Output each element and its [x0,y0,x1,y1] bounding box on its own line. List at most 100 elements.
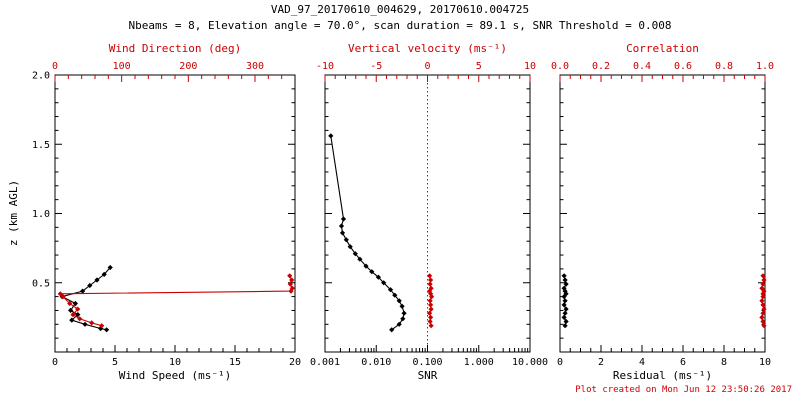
wind-speed-markers [59,264,113,333]
wind-speed-marker [80,288,86,294]
snr-profile-marker [401,310,407,316]
svg-text:100: 100 [113,61,131,72]
correlation-profile-marker [760,294,766,300]
svg-text:1.5: 1.5 [32,140,50,151]
creation-timestamp: Plot created on Mon Jun 12 23:50:26 2017 [575,385,792,395]
residual-profile-marker [561,285,567,291]
correlation-profile-marker [760,281,766,287]
vertical-velocity-marker [427,273,433,279]
wind-speed-marker [69,317,75,323]
residual-profile-marker [561,273,567,279]
wind-direction-marker [75,306,81,312]
vertical-velocity-marker [428,306,434,312]
svg-text:6: 6 [680,357,686,368]
wind-speed-marker [107,264,113,271]
residual-profile-marker [563,306,569,312]
wind-direction-marker [289,277,295,283]
residual-profile-marker [562,277,568,283]
vertical-velocity-marker [429,294,435,300]
wind-y-axis: 0.5 1.0 1.5 2.0 [32,71,295,339]
residual-profile-marker [562,288,568,294]
residual-profile-marker [563,291,569,297]
snr-profile-marker [396,321,402,327]
wind-direction-marker [70,312,76,318]
svg-text:10: 10 [169,357,181,368]
snr-profile-marker [347,244,353,250]
svg-text:10: 10 [524,61,536,72]
wind-direction-markers [57,273,295,329]
vertical-velocity-markers [427,273,435,329]
correlation-profile-marker [759,285,765,291]
wind-speed-marker [104,327,110,333]
svg-text:0.4: 0.4 [633,61,651,72]
wind-speed-marker [68,307,74,313]
residual-profile-markers [561,273,569,329]
residual-profile-marker [562,298,568,304]
svg-text:0: 0 [52,61,58,72]
svg-text:0.2: 0.2 [592,61,610,72]
correlation-profile-marker [760,302,766,308]
residual-profile-marker [561,294,567,300]
wind-speed-marker [101,271,107,277]
correlation-profile-markers [759,273,767,329]
wind-direction-series [57,273,295,329]
svg-text:0.010: 0.010 [361,357,391,368]
vertical-velocity-marker [428,277,434,283]
svg-text:200: 200 [179,61,197,72]
wind-speed-marker [94,277,100,283]
wind-direction-line [59,275,293,327]
correlation-profile-series [759,273,767,329]
residual-profile-marker [562,310,568,316]
svg-text:5: 5 [112,357,118,368]
snr-bottom-axis: 0.001 0.010 0.100 1.000 10.000 [310,345,548,368]
snr-profile-marker [387,287,394,293]
wind-speed-axis-title: Wind Speed (ms⁻¹) [118,369,232,382]
residual-profile-marker [561,314,567,320]
snr-profile-marker [396,298,402,304]
snr-profile-markers [328,133,407,333]
correlation-profile-marker [761,323,767,329]
svg-text:2.0: 2.0 [32,71,50,82]
wind-direction-marker [89,320,95,326]
correlation-profile-marker [759,298,765,304]
snr-panel: 0.001 0.010 0.100 1.000 10.000 -10 -5 0 5 10 [310,61,548,368]
vertical-velocity-marker [427,318,433,325]
wind-top-axis: 0 100 200 300 [52,61,283,82]
svg-text:1.0: 1.0 [756,61,774,72]
svg-text:10.000: 10.000 [512,357,548,368]
correlation-profile-marker [761,277,767,283]
wind-direction-axis-title: Wind Direction (deg) [108,42,242,55]
svg-text:300: 300 [246,61,264,72]
vertical-velocity-marker [428,314,434,320]
wind-direction-marker [77,316,83,322]
plot-title: VAD_97_20170610_004629, 20170610.004725 [270,3,530,16]
svg-text:2: 2 [598,357,604,368]
wind-speed-marker [87,282,93,289]
correlation-profile-marker [761,306,767,312]
snr-top-axis: -10 -5 0 5 10 [316,61,536,82]
residual-profile-marker [562,323,568,329]
vertical-velocity-marker [427,310,433,316]
residual-axis-title: Residual (ms⁻¹) [612,369,713,382]
snr-profile-marker [340,216,347,222]
svg-text:1.0: 1.0 [32,209,50,220]
svg-text:0.6: 0.6 [674,61,692,72]
svg-text:-10: -10 [316,61,334,72]
svg-text:10: 10 [759,357,771,368]
snr-profile-marker [363,263,369,269]
wind-speed-marker [82,321,88,327]
snr-axis-title: SNR [417,369,438,382]
snr-profile-marker [369,269,375,275]
svg-text:0.001: 0.001 [310,357,340,368]
wind-direction-marker [287,273,293,279]
wind-frame [54,74,296,353]
wind-bottom-axis: 0 5 10 15 20 [52,345,301,368]
snr-profile-marker [399,303,405,309]
vertical-velocity-marker [428,302,434,308]
residual-bottom-axis: 0 2 4 6 8 10 [557,345,771,368]
snr-frame [324,74,531,353]
wind-direction-marker [60,294,66,300]
correlation-profile-marker [760,273,766,279]
